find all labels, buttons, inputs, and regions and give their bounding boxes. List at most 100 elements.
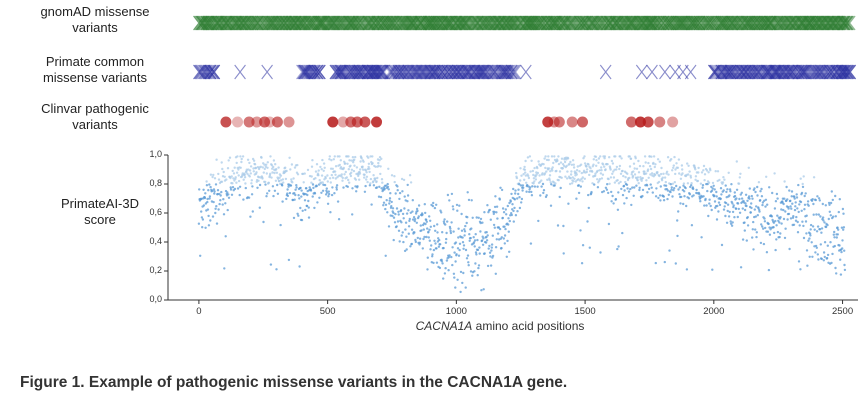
score-point (606, 163, 609, 166)
score-point (249, 215, 252, 218)
track-0-variant-mark (567, 15, 580, 31)
score-point (518, 183, 521, 186)
track-0-variant-mark (828, 15, 841, 31)
score-point (395, 207, 399, 210)
score-point (713, 200, 717, 203)
score-point (383, 187, 386, 190)
score-point (299, 206, 302, 210)
score-point (524, 159, 527, 163)
score-point (805, 232, 808, 235)
track-0-variant-mark (347, 15, 360, 31)
score-point (266, 192, 269, 195)
score-point (518, 196, 521, 199)
score-point (597, 161, 600, 164)
track-1-variant-mark (302, 64, 315, 80)
score-point (678, 172, 681, 175)
score-point (803, 203, 807, 206)
score-point (425, 220, 428, 223)
track-1-variant-mark (442, 64, 455, 80)
score-point (729, 190, 732, 193)
track-1-variant-mark (722, 64, 734, 80)
score-point (451, 246, 454, 249)
score-point (414, 240, 417, 244)
score-point (456, 247, 460, 250)
score-point (664, 184, 668, 187)
score-point (563, 160, 567, 164)
score-point (489, 218, 492, 221)
score-point (685, 204, 688, 208)
score-point (665, 170, 669, 173)
score-point (209, 185, 212, 189)
score-point (199, 254, 202, 257)
score-point (793, 208, 797, 212)
score-point (320, 168, 323, 171)
score-point (776, 197, 779, 200)
score-point (251, 210, 254, 213)
score-point (249, 165, 253, 168)
score-point (583, 177, 586, 180)
score-point (472, 241, 476, 244)
track-0-variant-mark (761, 15, 774, 31)
score-point (572, 180, 575, 183)
score-point (523, 178, 526, 181)
score-point (384, 203, 388, 206)
score-point (734, 207, 738, 210)
score-point (477, 216, 480, 219)
track-1-variant-mark (486, 64, 499, 80)
score-point (473, 239, 477, 242)
score-point (807, 239, 810, 242)
track-label-primate-common: Primate common missense variants (15, 54, 175, 86)
score-point (653, 173, 657, 177)
score-point (683, 195, 686, 198)
score-point (442, 220, 446, 223)
score-point (341, 176, 344, 180)
score-point (593, 183, 596, 186)
score-point (579, 185, 582, 188)
track-1-variant-mark (351, 64, 364, 80)
score-point (498, 198, 501, 201)
score-point (457, 227, 460, 230)
score-point (589, 167, 592, 170)
score-point (488, 251, 492, 254)
score-point (411, 210, 414, 213)
score-point (303, 172, 306, 175)
score-point (646, 191, 649, 194)
score-point (542, 163, 545, 166)
score-point (322, 162, 326, 165)
track-1-variant-mark (397, 64, 410, 80)
track-1-variant-mark (599, 64, 612, 80)
score-point (815, 230, 819, 233)
score-point (564, 175, 567, 178)
score-point (813, 228, 816, 231)
track-1-variant-mark (729, 64, 742, 80)
score-point (722, 208, 726, 211)
score-point (816, 253, 819, 256)
score-point (703, 179, 706, 182)
score-point (743, 229, 746, 232)
score-point (348, 181, 351, 184)
score-point (214, 183, 218, 186)
track-0-variant-mark (705, 15, 718, 31)
score-point (510, 192, 513, 196)
score-point (842, 226, 846, 229)
track-0-variant-mark (510, 15, 522, 31)
score-point (687, 164, 690, 167)
clinvar-variant-dot (259, 116, 271, 128)
score-point (387, 167, 390, 170)
score-point (354, 155, 357, 159)
track-1-variant-mark (812, 64, 824, 80)
score-point (592, 163, 595, 166)
score-point (808, 232, 812, 235)
score-point (758, 210, 761, 213)
score-point (721, 181, 725, 184)
score-point (537, 219, 540, 223)
score-point (204, 226, 207, 229)
score-point (253, 163, 257, 166)
score-point (297, 194, 300, 197)
score-point (647, 176, 650, 179)
score-point (674, 172, 677, 176)
score-point (544, 166, 547, 170)
score-point (217, 208, 220, 211)
score-point (591, 182, 594, 185)
score-point (755, 205, 758, 208)
